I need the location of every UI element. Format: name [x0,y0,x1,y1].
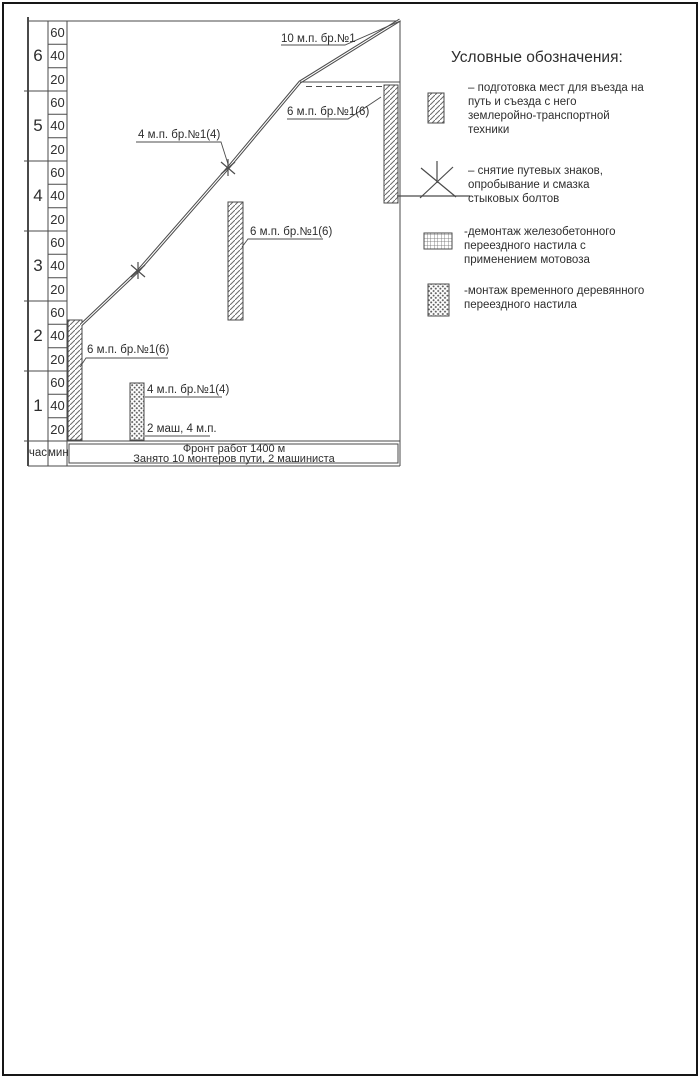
prep-bar-left [67,319,83,441]
axis-hour-label: 6 [33,46,43,65]
crew-label-6mp-left: 6 м.п. бр.№1(6) [87,344,170,356]
axis-hour-label: 1 [33,396,43,415]
axis-hour-label: 3 [33,256,43,275]
legend-item-line: путь и съезда с него [468,96,577,108]
crew-label-10mp: 10 м.п. бр.№1 [281,33,356,45]
axis-minute-label: 20 [50,212,65,227]
axis-hour-header: час [28,447,48,459]
legend-item-track-signs: – снятие путевых знаков, опробывание и с… [468,164,603,206]
axis-minute-label: 20 [50,282,65,297]
axis-minute-header: мин [48,447,69,459]
axis-minute-label: 60 [50,235,65,250]
legend-item-line: -демонтаж железобетонного [464,226,616,238]
axis-minute-label: 60 [50,305,65,320]
axis-hour-label: 2 [33,326,43,345]
legend-item-line: – снятие путевых знаков, [468,165,603,177]
wooden-deck-bar [129,382,145,441]
axis-minute-label: 20 [50,142,65,157]
legend-track-sign-icon [397,161,470,199]
axis-minute-label: 40 [50,188,65,203]
axis-minute-label: 20 [50,352,65,367]
prep-bar-right [383,84,399,204]
legend-title: Условные обозначения: [451,49,623,66]
footer-staffing: Занято 10 монтеров пути, 2 машиниста [133,453,335,465]
legend-item-line: техники [468,124,510,136]
legend-item-demontage: -демонтаж железобетонного переездного на… [464,225,616,267]
axis-hour-label: 4 [33,186,43,205]
axis-minute-label: 40 [50,328,65,343]
axis-minute-label: 60 [50,95,65,110]
legend-item-montage: -монтаж временного деревянного переездно… [464,284,644,312]
axis-minute-label: 40 [50,118,65,133]
crew-label-4mp-lower: 4 м.п. бр.№1(4) [147,384,230,396]
footer-front-of-work: Фронт работ 1400 м [182,443,286,455]
axis-minute-label: 40 [50,398,65,413]
legend-item-line: применением мотовоза [464,254,590,266]
axis-minute-label: 40 [50,48,65,63]
axis-minute-label: 60 [50,25,65,40]
crew-label-6mp-middle: 6 м.п. бр.№1(6) [250,226,333,238]
track-sign-marker-upper [220,159,236,176]
track-sign-marker-lower [130,262,146,279]
legend-item-line: – подготовка мест для въезда на [468,82,644,94]
legend-item-prep: – подготовка мест для въезда на путь и с… [468,81,644,137]
label-leaders [79,20,401,437]
legend-diagonal-hatch-icon [427,92,445,124]
prep-bar-middle [227,201,244,321]
legend-item-line: -монтаж временного деревянного [464,285,645,297]
axis-minute-label: 60 [50,375,65,390]
crew-label-4mp-upper: 4 м.п. бр.№1(4) [138,129,221,141]
legend-item-line: переездного настила с [464,240,586,252]
crew-label-machinists: 2 маш, 4 м.п. [147,423,217,435]
legend-item-line: опробывание и смазка [468,179,590,191]
legend-item-line: стыковых болтов [468,193,560,205]
legend-grid-hatch-icon [423,232,453,250]
legend-item-line: землеройно-транспортной [468,110,610,122]
crew-label-6mp-right: 6 м.п. бр.№1(6) [287,106,370,118]
time-axis-grid [24,17,401,467]
axis-minute-label: 20 [50,72,65,87]
axis-hour-label: 5 [33,116,43,135]
axis-minute-label: 60 [50,165,65,180]
axis-minute-label: 40 [50,258,65,273]
legend-item-line: переездного настила [464,299,577,311]
axis-minute-label: 20 [50,422,65,437]
legend-dot-hatch-icon [427,283,450,317]
